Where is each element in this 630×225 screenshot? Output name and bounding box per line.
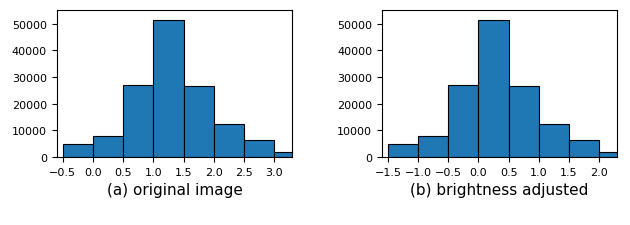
Bar [449,86,478,158]
Bar [93,136,123,158]
Bar [508,87,539,158]
Bar [418,136,449,158]
Bar [244,140,274,158]
Bar [539,124,569,158]
Bar [63,144,93,157]
Bar [123,86,153,158]
X-axis label: (b) brightness adjusted: (b) brightness adjusted [410,183,589,198]
Bar [388,144,418,157]
Bar [478,20,508,158]
X-axis label: (a) original image: (a) original image [106,183,243,198]
Bar [599,152,629,158]
Bar [153,20,183,158]
Bar [569,140,599,158]
Bar [183,87,214,158]
Bar [214,124,244,158]
Bar [274,152,304,158]
